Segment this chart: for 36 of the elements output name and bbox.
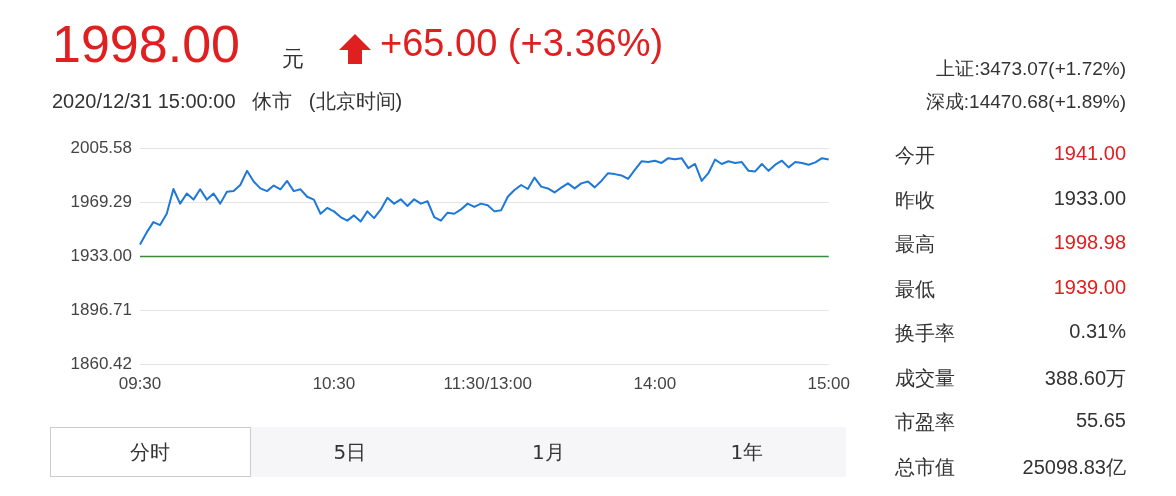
text: 5日 [332,438,368,466]
text: 分时 [50,427,251,477]
text: 成交量 [895,364,955,392]
text: 最高 [895,231,935,258]
chart-title: 1998.00 [52,14,240,74]
text: 1998.98 [1053,231,1126,254]
x-tick-label: 15:00 [807,374,850,394]
text: 最低 [895,275,935,303]
text: 1941.00 [1053,142,1126,165]
text: 1年 [729,438,765,466]
chart-subtitle: 2020/12/31 15:00:00 休市 (北京时间) [52,89,403,114]
text: 换手率 [895,320,955,347]
y-tick-label: 1860.42 [70,354,132,374]
y-tick-label: 1896.71 [70,300,132,320]
text: 总市值 [895,453,955,481]
text: 0.31% [1069,320,1126,343]
text: +65.00 (+3.36%) [380,22,664,65]
text: 1939.00 [1053,275,1126,299]
x-tick-label: 09:30 [118,374,162,394]
y-tick-label: 1933.00 [70,246,132,266]
y-tick-label: 1969.29 [70,191,132,211]
text: 25098.83亿 [1022,454,1126,480]
y-tick-label: 2005.58 [70,137,132,157]
text: 上证:3473.07(+1.72%) [936,57,1126,81]
x-tick-label: 14:00 [633,374,677,394]
text: 今开 [895,142,935,169]
text: 元 [282,45,304,73]
text: 深成:14470.68(+1.89%) [925,90,1126,114]
text: 55.65 [1075,409,1126,432]
text: 昨收 [895,186,935,214]
x-tick-label: 11:30/13:00 [443,374,532,394]
text: 市盈率 [895,409,955,436]
text: 1933.00 [1053,186,1126,210]
text: 1月 [530,438,566,466]
x-tick-label: 10:30 [312,374,356,394]
text: 388.60万 [1044,365,1126,391]
